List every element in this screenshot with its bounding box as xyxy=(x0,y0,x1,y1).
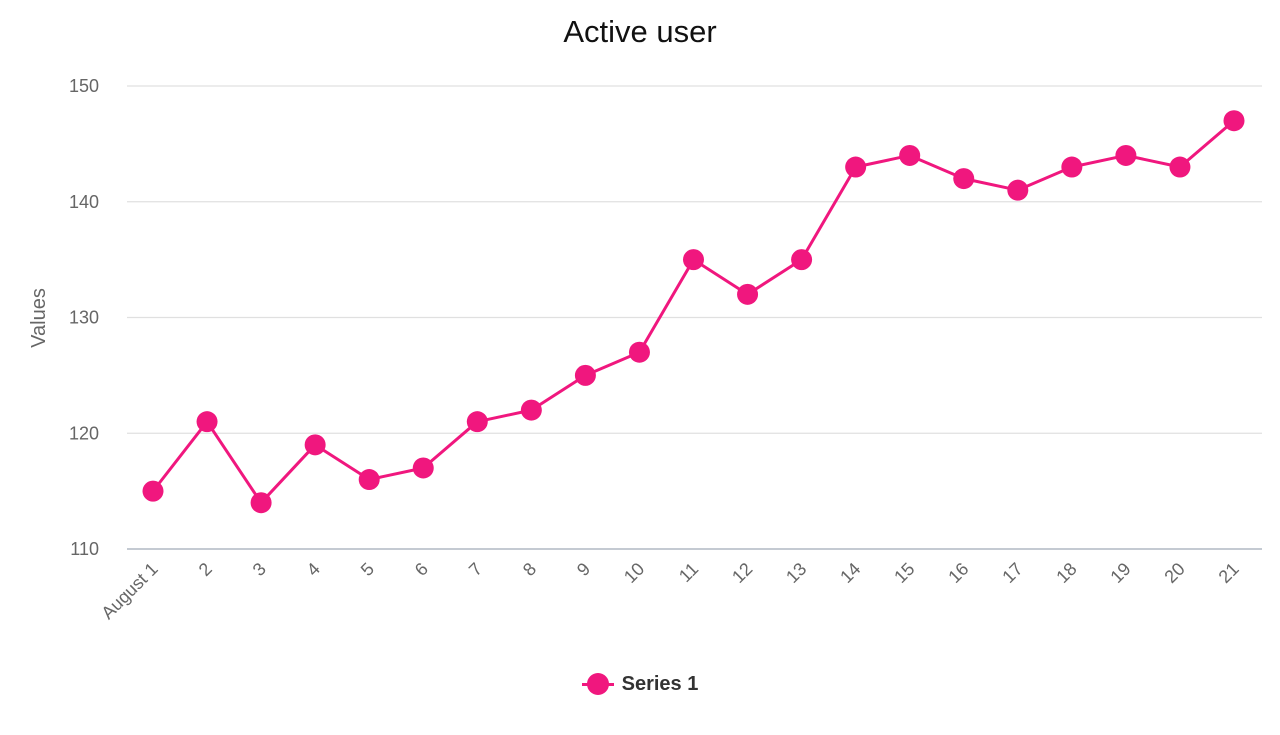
data-point[interactable] xyxy=(520,399,542,421)
x-tick-label: 11 xyxy=(675,559,702,586)
x-tick-label: 14 xyxy=(836,559,864,587)
data-point[interactable] xyxy=(899,144,921,166)
x-tick-label: 21 xyxy=(1215,559,1243,587)
data-point[interactable] xyxy=(466,411,488,433)
x-tick-label: 18 xyxy=(1052,559,1080,587)
chart-title: Active user xyxy=(563,14,717,49)
grid-layer xyxy=(127,85,1262,550)
data-point[interactable] xyxy=(250,492,272,514)
data-point[interactable] xyxy=(142,480,164,502)
x-axis: August 1 2 3 4 5 6 7 8 9 10 11 12 13 14 15 16 17 18 19 20 21 xyxy=(97,559,1242,623)
legend-label: Series 1 xyxy=(621,672,699,695)
data-point[interactable] xyxy=(628,341,650,363)
data-point[interactable] xyxy=(737,283,759,305)
x-tick-label: August 1 xyxy=(97,559,161,623)
x-tick-label: 15 xyxy=(890,559,918,587)
data-point[interactable] xyxy=(196,411,218,433)
legend-item-series-1[interactable]: Series 1 xyxy=(581,672,699,696)
x-tick-label: 10 xyxy=(620,559,648,587)
x-tick-label: 12 xyxy=(728,559,756,587)
data-point[interactable] xyxy=(953,168,975,190)
data-point[interactable] xyxy=(1169,156,1191,178)
y-tick-label: 130 xyxy=(69,308,99,328)
x-tick-label: 2 xyxy=(195,559,216,580)
x-tick-label: 17 xyxy=(998,559,1026,587)
data-point[interactable] xyxy=(1061,156,1083,178)
data-point[interactable] xyxy=(304,434,326,456)
y-tick-label: 120 xyxy=(69,423,99,443)
series-layer xyxy=(142,110,1245,514)
data-point[interactable] xyxy=(574,364,596,386)
legend-marker-icon xyxy=(581,672,614,696)
data-point[interactable] xyxy=(1115,144,1137,166)
data-point[interactable] xyxy=(358,469,380,491)
x-tick-label: 4 xyxy=(303,559,324,580)
y-tick-label: 150 xyxy=(69,76,99,96)
data-point[interactable] xyxy=(791,249,813,271)
x-tick-label: 16 xyxy=(944,559,972,587)
data-point[interactable] xyxy=(683,249,704,271)
y-axis-label: Values xyxy=(28,288,50,348)
x-tick-label: 19 xyxy=(1106,559,1134,587)
x-tick-label: 5 xyxy=(357,559,378,580)
x-tick-label: 20 xyxy=(1160,559,1188,587)
data-point[interactable] xyxy=(1223,110,1245,132)
y-tick-label: 140 xyxy=(69,192,99,212)
data-point[interactable] xyxy=(412,457,434,479)
y-tick-label: 110 xyxy=(70,539,99,559)
x-tick-label: 13 xyxy=(782,559,810,587)
legend: Series 1 xyxy=(0,672,1280,696)
data-point[interactable] xyxy=(1007,179,1029,201)
x-tick-label: 7 xyxy=(465,559,486,580)
x-tick-label: 8 xyxy=(519,559,540,580)
x-tick-label: 6 xyxy=(411,559,432,580)
data-point[interactable] xyxy=(845,156,867,178)
y-axis: 110 120 130 140 150 xyxy=(69,76,99,559)
x-tick-label: 3 xyxy=(249,559,270,580)
x-tick-label: 9 xyxy=(573,559,594,580)
